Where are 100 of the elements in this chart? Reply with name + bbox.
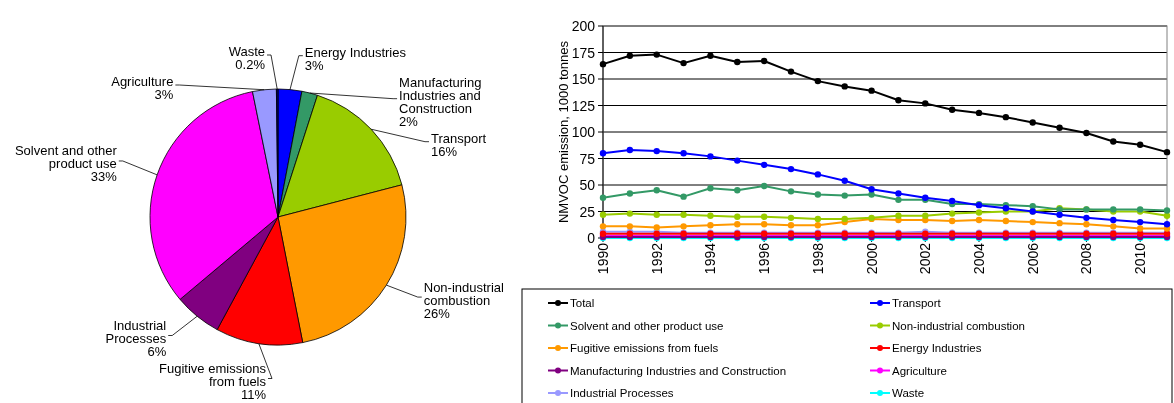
point bbox=[841, 192, 848, 199]
legend-label: Solvent and other product use bbox=[570, 319, 724, 332]
y-tick-label: 175 bbox=[571, 44, 596, 61]
slice-label: Fugitive emissions from fuels bbox=[159, 361, 267, 390]
point bbox=[868, 87, 875, 94]
point bbox=[1083, 221, 1090, 228]
point bbox=[1083, 129, 1090, 137]
point bbox=[1002, 113, 1010, 121]
point bbox=[653, 224, 660, 231]
legend-label: Total bbox=[570, 297, 595, 309]
point bbox=[1136, 225, 1144, 232]
point bbox=[1002, 217, 1010, 225]
y-tick-label: 200 bbox=[571, 18, 596, 34]
x-tick-label: 1992 bbox=[648, 242, 665, 275]
legend-label: Manufacturing Industries and Construction bbox=[570, 364, 787, 377]
point bbox=[1110, 223, 1117, 230]
point bbox=[814, 215, 822, 223]
point bbox=[760, 161, 768, 169]
point bbox=[760, 221, 768, 228]
data-label: 26% bbox=[423, 305, 451, 321]
point bbox=[626, 223, 634, 230]
y-tick-label: 0 bbox=[587, 230, 596, 246]
data-label: 3% bbox=[154, 87, 174, 102]
point bbox=[868, 191, 875, 198]
point bbox=[1136, 218, 1144, 226]
point bbox=[734, 213, 741, 220]
point bbox=[734, 58, 741, 66]
slice-label: Energy Industries bbox=[304, 44, 407, 60]
point bbox=[707, 222, 714, 229]
y-tick-label: 50 bbox=[579, 177, 596, 193]
x-tick-label: 2000 bbox=[863, 242, 880, 275]
data-label: 6% bbox=[147, 344, 167, 360]
slice-label: Non-industrial combustion bbox=[423, 279, 505, 308]
point bbox=[1056, 211, 1063, 218]
point bbox=[626, 190, 634, 197]
point bbox=[653, 187, 660, 194]
point bbox=[948, 210, 956, 217]
point bbox=[814, 171, 822, 178]
point bbox=[707, 212, 714, 219]
point bbox=[1056, 124, 1063, 131]
point bbox=[760, 213, 768, 220]
point bbox=[653, 147, 660, 155]
point bbox=[841, 83, 848, 90]
x-tick-label: 2008 bbox=[1078, 242, 1095, 275]
y-tick-label: 100 bbox=[571, 124, 596, 140]
point bbox=[1163, 207, 1171, 214]
slice-label: Solvent and other product use bbox=[14, 143, 118, 172]
y-axis-title: NMVOC emission, 1000 tonnes bbox=[556, 40, 571, 224]
point bbox=[626, 52, 634, 59]
x-tick-label: 1998 bbox=[809, 242, 826, 275]
point bbox=[922, 100, 929, 107]
point bbox=[1110, 138, 1117, 145]
point bbox=[707, 52, 714, 59]
legend-label: Industrial Processes bbox=[570, 387, 674, 399]
data-label: 16% bbox=[431, 143, 458, 159]
slice-label: Waste bbox=[228, 44, 266, 59]
legend-label: Agriculture bbox=[892, 364, 947, 377]
point bbox=[734, 157, 741, 164]
x-tick-label: 1996 bbox=[756, 242, 773, 275]
point bbox=[895, 196, 902, 204]
point bbox=[760, 182, 768, 190]
point bbox=[626, 210, 634, 217]
point bbox=[680, 150, 687, 157]
point bbox=[760, 57, 768, 65]
x-tick-label: 2006 bbox=[1024, 242, 1041, 275]
x-tick-label: 2002 bbox=[917, 242, 934, 275]
slice-label: Manufacturing Industries and Construction bbox=[399, 74, 482, 116]
point bbox=[1029, 218, 1036, 226]
point bbox=[1056, 219, 1063, 227]
point bbox=[975, 216, 983, 224]
point bbox=[707, 184, 714, 192]
point bbox=[814, 77, 822, 85]
x-tick-label: 1990 bbox=[595, 242, 611, 275]
slice-label: Transport bbox=[431, 130, 487, 146]
y-tick-label: 150 bbox=[571, 71, 596, 87]
point bbox=[626, 146, 634, 154]
point bbox=[787, 188, 795, 195]
slice-label: Industrial Processes bbox=[105, 318, 167, 347]
point bbox=[895, 97, 902, 104]
data-label: 0.2% bbox=[235, 57, 266, 72]
legend-label: Non-industrial combustion bbox=[892, 319, 1025, 332]
point bbox=[948, 106, 956, 113]
point bbox=[787, 68, 795, 75]
point bbox=[895, 190, 902, 197]
legend-label: Energy Industries bbox=[892, 342, 982, 354]
point bbox=[1083, 214, 1090, 222]
x-tick-label: 1994 bbox=[702, 242, 719, 275]
y-tick-label: 125 bbox=[571, 97, 596, 114]
point bbox=[653, 51, 660, 58]
point bbox=[787, 165, 795, 173]
point bbox=[599, 223, 607, 230]
point bbox=[841, 177, 848, 184]
point bbox=[895, 212, 902, 219]
point bbox=[734, 221, 741, 228]
legend-label: Waste bbox=[892, 387, 925, 399]
point bbox=[1110, 216, 1117, 224]
point bbox=[599, 60, 607, 68]
point bbox=[1163, 148, 1171, 156]
data-label: 11% bbox=[240, 387, 267, 403]
point bbox=[653, 211, 660, 218]
